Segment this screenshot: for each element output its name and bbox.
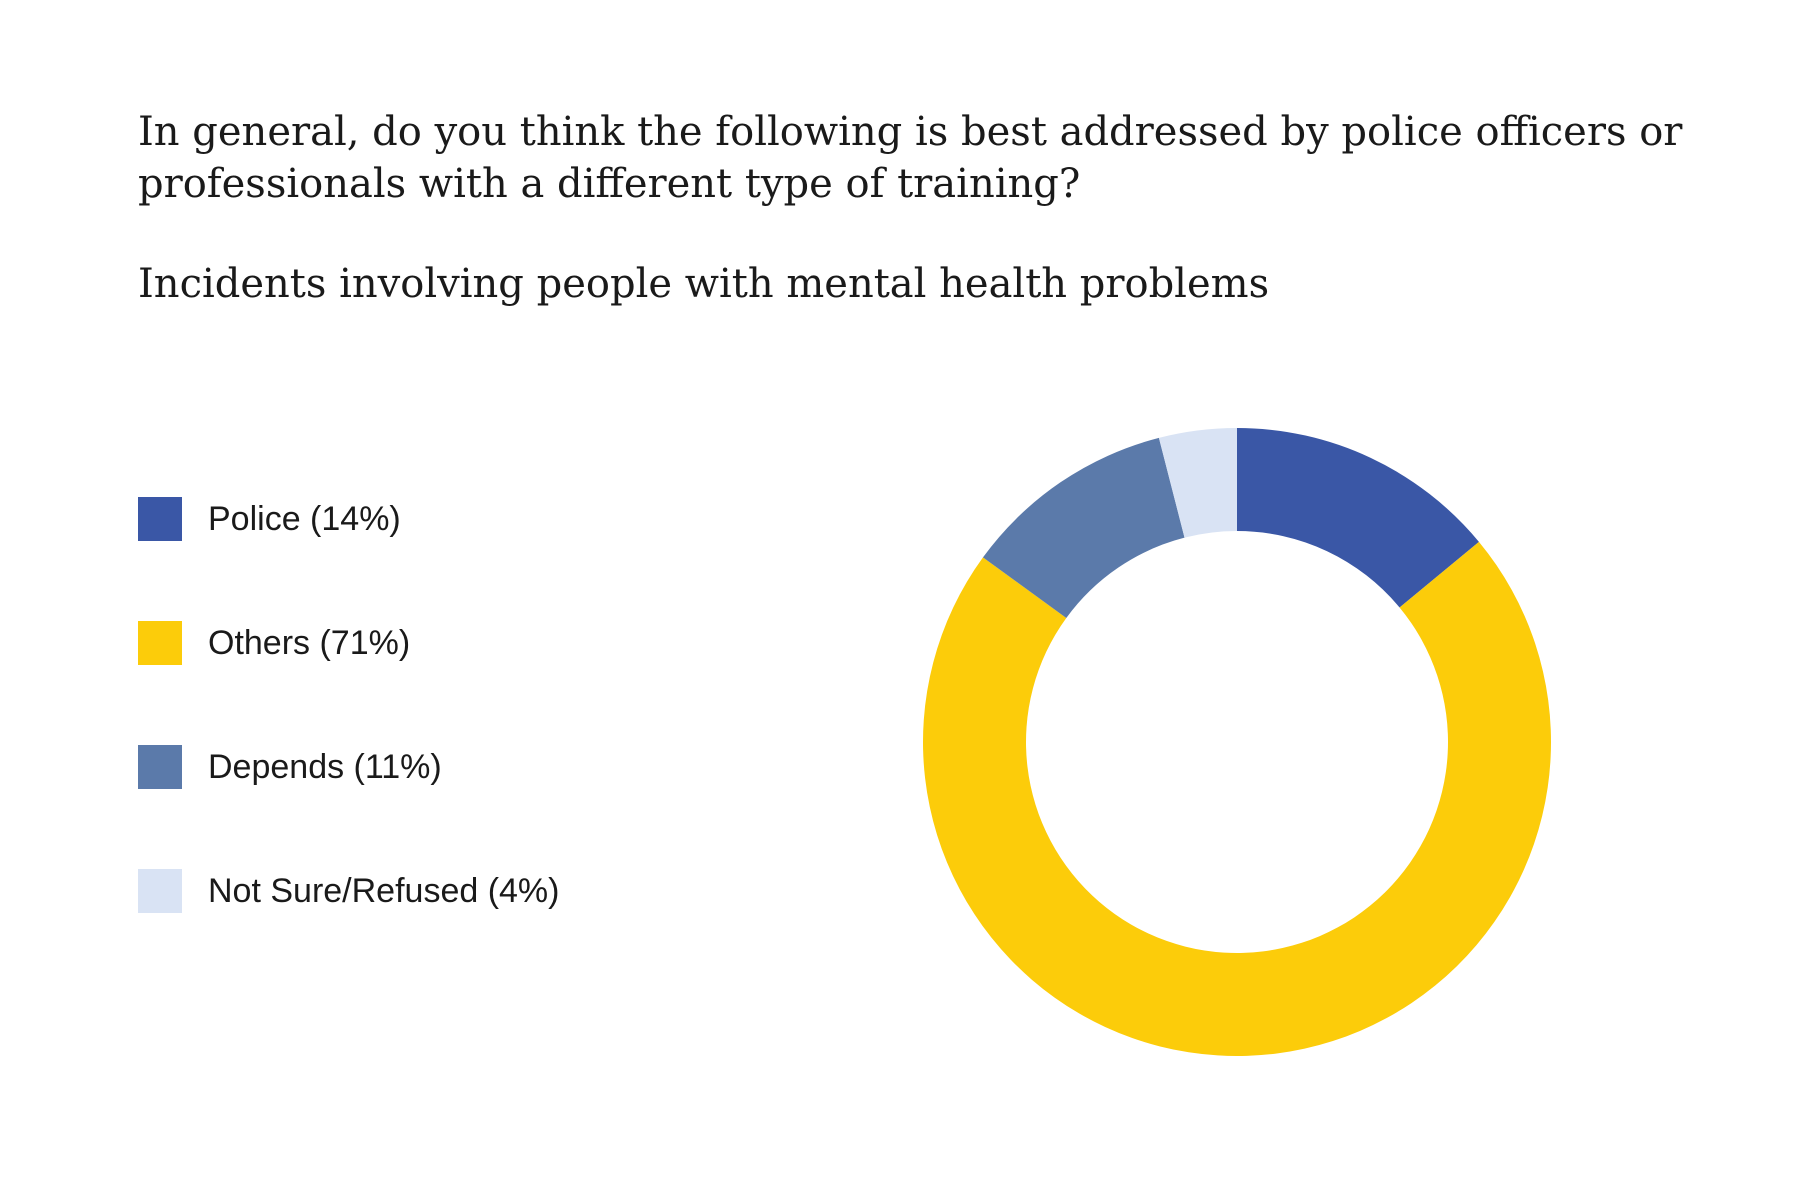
- legend-swatch-police: [138, 497, 182, 541]
- donut-slice-not-sure-refused: [1158, 428, 1237, 538]
- legend-label-not-sure-refused: Not Sure/Refused (4%): [208, 871, 560, 910]
- legend-swatch-not-sure-refused: [138, 869, 182, 913]
- chart-subtitle: Incidents involving people with mental h…: [138, 261, 1270, 307]
- legend-swatch-depends: [138, 745, 182, 789]
- legend-swatch-others: [138, 621, 182, 665]
- legend-item-depends: Depends (11%): [138, 744, 442, 790]
- donut-slice-police: [1237, 428, 1479, 608]
- legend-label-others: Others (71%): [208, 623, 411, 662]
- legend-label-police: Police (14%): [208, 499, 401, 538]
- legend-item-others: Others (71%): [138, 620, 410, 666]
- donut-slice-others: [923, 541, 1551, 1056]
- legend-label-depends: Depends (11%): [208, 747, 442, 786]
- donut-slice-depends: [982, 437, 1185, 618]
- chart-title: In general, do you think the following i…: [138, 109, 1683, 207]
- legend-item-not-sure-refused: Not Sure/Refused (4%): [138, 868, 560, 914]
- legend-item-police: Police (14%): [138, 496, 401, 542]
